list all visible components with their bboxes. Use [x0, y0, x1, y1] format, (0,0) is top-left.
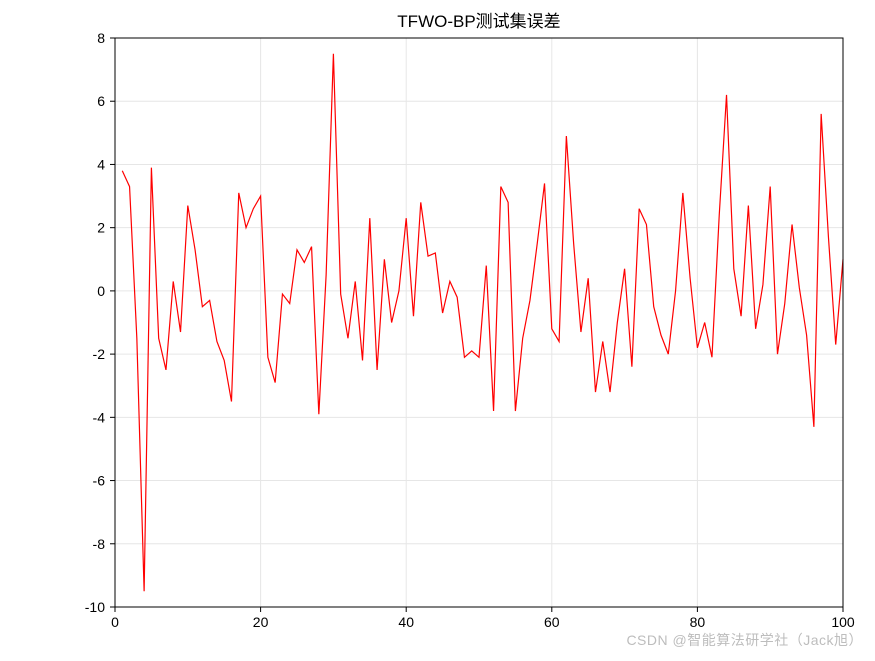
y-tick-label: 6 — [97, 93, 105, 109]
y-tick-label: -2 — [93, 346, 106, 362]
watermark-text: CSDN @智能算法研学社（Jack旭） — [626, 630, 863, 650]
y-tick-label: 2 — [97, 220, 105, 236]
y-tick-label: 4 — [97, 156, 105, 172]
x-tick-label: 100 — [831, 614, 855, 630]
y-tick-label: -4 — [93, 409, 106, 425]
x-tick-label: 80 — [690, 614, 706, 630]
chart-container: 0 20 40 60 80 100 -10 -8 -6 -4 -2 0 2 4 6 8 TFWO-BP测试集误差 — [0, 0, 875, 656]
y-tick-label: -8 — [93, 536, 106, 552]
y-tick-label: -6 — [93, 473, 106, 489]
x-tick-label: 40 — [398, 614, 414, 630]
y-tick-label: -10 — [85, 599, 105, 615]
chart-svg: 0 20 40 60 80 100 -10 -8 -6 -4 -2 0 2 4 6 8 TFWO-BP测试集误差 — [0, 0, 875, 656]
y-tick-label: 8 — [97, 30, 105, 46]
x-tick-label: 0 — [111, 614, 119, 630]
chart-title: TFWO-BP测试集误差 — [397, 12, 560, 31]
y-tick-label: 0 — [97, 283, 105, 299]
x-tick-label: 60 — [544, 614, 560, 630]
x-tick-label: 20 — [253, 614, 269, 630]
